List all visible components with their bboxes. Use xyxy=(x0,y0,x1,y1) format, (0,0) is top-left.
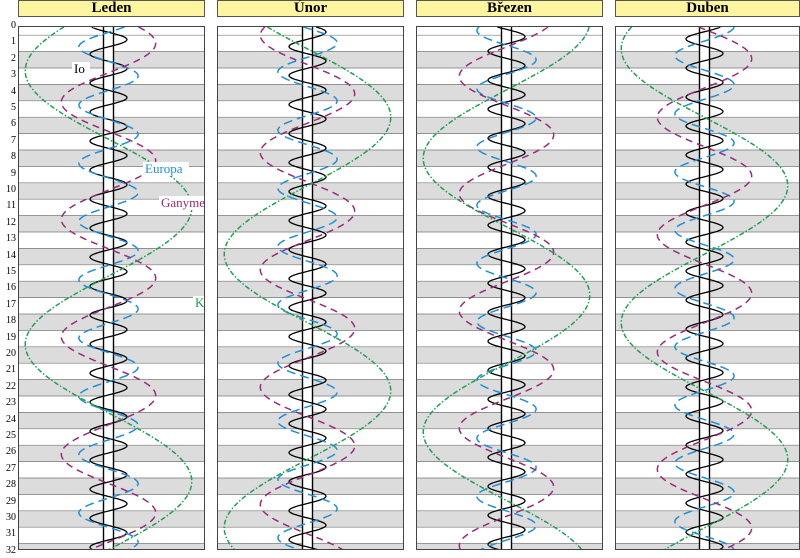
panel-duben-svg xyxy=(616,27,799,549)
day-label: 31 xyxy=(6,528,16,540)
month-header-brezen: Březen xyxy=(416,0,603,17)
panel-unor-svg xyxy=(218,27,403,549)
moon-label-bg xyxy=(193,296,204,310)
day-label: 25 xyxy=(6,430,16,441)
day-label: 27 xyxy=(6,462,16,474)
jupiter-band xyxy=(501,27,512,549)
moon-orbit-ganymed xyxy=(60,27,157,549)
day-label: 22 xyxy=(6,380,16,392)
day-label: 19 xyxy=(6,331,16,343)
moon-label-bg xyxy=(143,162,189,176)
moon-label-bg xyxy=(159,196,204,210)
day-label: 26 xyxy=(6,446,16,458)
jupiter-band xyxy=(103,27,114,549)
panel-leden-svg: Io Europa Ganymed Kallisto xyxy=(19,27,205,549)
moon-label-europa: Europa xyxy=(145,161,183,176)
jupiter-band xyxy=(302,27,313,549)
month-header-leden: Leden xyxy=(18,0,205,17)
moon-orbit-kallisto xyxy=(422,27,591,549)
panel-brezen-svg xyxy=(417,27,602,549)
month-header-duben: Duben xyxy=(615,0,800,17)
panel-brezen xyxy=(416,26,603,550)
day-label: 2 xyxy=(11,52,16,64)
moon-orbit-io xyxy=(487,27,526,549)
moon-label-io: Io xyxy=(74,61,85,76)
day-label: 16 xyxy=(6,282,16,294)
moon-orbit-ganymed xyxy=(458,27,555,549)
day-label: 3 xyxy=(11,69,16,81)
day-label: 0 xyxy=(11,20,16,31)
day-label: 11 xyxy=(6,200,16,212)
day-label: 23 xyxy=(6,397,16,409)
moon-orbit-europa xyxy=(78,27,139,549)
day-label: 29 xyxy=(6,495,16,507)
panel-leden: Io Europa Ganymed Kallisto xyxy=(18,26,205,550)
day-label: 13 xyxy=(6,233,16,245)
moon-orbit-ganymed xyxy=(656,27,753,549)
day-label: 5 xyxy=(11,102,16,113)
moon-label-bg xyxy=(72,62,90,76)
moon-orbit-europa xyxy=(674,27,735,549)
day-label: 7 xyxy=(11,134,16,146)
moon-orbit-europa xyxy=(476,27,537,549)
month-header-unor: Únor xyxy=(217,0,404,17)
day-label: 28 xyxy=(6,479,16,491)
day-label: 14 xyxy=(6,249,16,261)
day-label: 6 xyxy=(11,118,16,130)
day-label: 20 xyxy=(6,348,16,359)
moon-orbit-io xyxy=(288,27,327,549)
day-label: 17 xyxy=(6,298,16,310)
jupiter-band xyxy=(699,27,710,549)
day-label: 10 xyxy=(6,184,16,195)
day-label: 21 xyxy=(6,364,16,376)
day-label: 32 xyxy=(6,544,16,556)
day-label: 1 xyxy=(11,36,16,48)
moon-orbit-io xyxy=(685,27,724,549)
day-label: 15 xyxy=(6,266,16,277)
day-label: 18 xyxy=(6,315,16,327)
day-label: 9 xyxy=(11,167,16,179)
day-label: 8 xyxy=(11,151,16,163)
moon-orbit-europa xyxy=(277,27,338,549)
moon-orbit-kallisto xyxy=(620,27,789,549)
moon-label-ganymed: Ganymed xyxy=(161,195,205,210)
moon-label-kallisto: Kallisto xyxy=(195,295,205,310)
day-label: 24 xyxy=(6,413,16,425)
day-label: 12 xyxy=(6,216,16,228)
day-label: 30 xyxy=(6,512,16,523)
panel-unor xyxy=(217,26,404,550)
day-label: 4 xyxy=(11,85,16,97)
panel-duben xyxy=(615,26,800,550)
moon-orbit-ganymed xyxy=(259,27,356,549)
moon-orbit-kallisto xyxy=(24,27,193,549)
